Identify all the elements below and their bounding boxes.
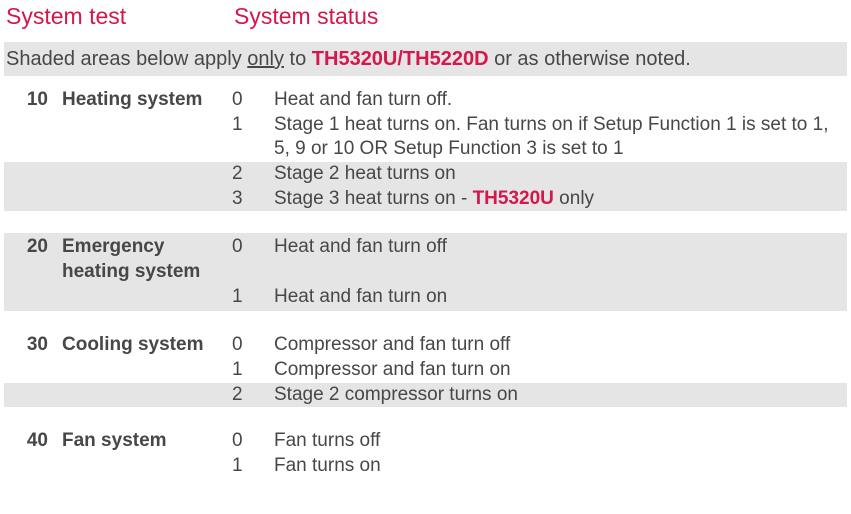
spacer [62, 383, 232, 408]
spacer [4, 113, 62, 162]
desc-suffix: only [554, 188, 594, 209]
status-value: 2 [232, 383, 274, 408]
note-models: TH5320U/TH5220D [312, 48, 489, 70]
note-bar: Shaded areas below apply only to TH5320U… [4, 42, 847, 76]
desc-prefix: Stage 3 heat turns on - [274, 188, 473, 209]
table-row: 2 Stage 2 compressor turns on [4, 383, 847, 408]
table-row: 3 Stage 3 heat turns on - TH5320U only [4, 187, 847, 212]
status-desc: Heat and fan turn on [274, 285, 847, 310]
status-value: 0 [232, 88, 274, 113]
table-row: 10 Heating system 0 Heat and fan turn of… [4, 88, 847, 113]
spacer [4, 187, 62, 212]
table-row: 2 Stage 2 heat turns on [4, 162, 847, 187]
spacer [62, 187, 232, 212]
status-desc: Stage 3 heat turns on - TH5320U only [274, 187, 847, 212]
spacer [62, 285, 232, 310]
status-value: 1 [232, 113, 274, 162]
table-row: 1 Fan turns on [4, 454, 847, 479]
status-desc: Heat and fan turn off [274, 235, 847, 284]
status-value: 0 [232, 333, 274, 358]
status-value: 2 [232, 162, 274, 187]
status-desc: Stage 2 compressor turns on [274, 383, 847, 408]
section-20: 20 Emergency heating system 0 Heat and f… [4, 233, 847, 311]
table-row: 30 Cooling system 0 Compressor and fan t… [4, 333, 847, 358]
status-desc: Heat and fan turn off. [274, 88, 847, 113]
spacer [4, 358, 62, 383]
status-desc: Compressor and fan turn on [274, 358, 847, 383]
section-30: 30 Cooling system 0 Compressor and fan t… [4, 333, 847, 407]
test-name: Heating system [62, 88, 232, 113]
status-desc: Fan turns off [274, 429, 847, 454]
status-value: 0 [232, 429, 274, 454]
table-row: 20 Emergency heating system 0 Heat and f… [4, 235, 847, 284]
status-value: 1 [232, 358, 274, 383]
test-number: 20 [4, 235, 62, 284]
table-row: 1 Compressor and fan turn on [4, 358, 847, 383]
spacer [4, 383, 62, 408]
table-row: 40 Fan system 0 Fan turns off [4, 429, 847, 454]
test-number: 10 [4, 88, 62, 113]
spacer [4, 454, 62, 479]
status-desc: Stage 1 heat turns on. Fan turns on if S… [274, 113, 847, 162]
test-name: Cooling system [62, 333, 232, 358]
status-value: 3 [232, 187, 274, 212]
test-number: 30 [4, 333, 62, 358]
status-value: 0 [232, 235, 274, 284]
test-number: 40 [4, 429, 62, 454]
page-container: System test System status Shaded areas b… [0, 0, 851, 479]
spacer [62, 162, 232, 187]
note-only: only [247, 48, 284, 70]
status-value: 1 [232, 454, 274, 479]
status-desc: Fan turns on [274, 454, 847, 479]
section-10: 10 Heating system 0 Heat and fan turn of… [4, 88, 847, 211]
status-value: 1 [232, 285, 274, 310]
spacer [4, 162, 62, 187]
status-desc: Compressor and fan turn off [274, 333, 847, 358]
table-row: 1 Stage 1 heat turns on. Fan turns on if… [4, 113, 847, 162]
spacer [62, 358, 232, 383]
model-ref: TH5320U [473, 188, 554, 209]
header-row: System test System status [4, 2, 847, 32]
test-name: Emergency heating system [62, 235, 232, 284]
note-prefix: Shaded areas below apply [6, 48, 247, 70]
spacer [62, 454, 232, 479]
test-name: Fan system [62, 429, 232, 454]
header-system-status: System status [234, 2, 847, 32]
spacer [4, 285, 62, 310]
status-desc: Stage 2 heat turns on [274, 162, 847, 187]
note-suffix: or as otherwise noted. [489, 48, 691, 70]
spacer [62, 113, 232, 162]
section-40: 40 Fan system 0 Fan turns off 1 Fan turn… [4, 429, 847, 478]
header-system-test: System test [6, 2, 234, 32]
table-row: 1 Heat and fan turn on [4, 285, 847, 310]
note-mid: to [284, 48, 312, 70]
